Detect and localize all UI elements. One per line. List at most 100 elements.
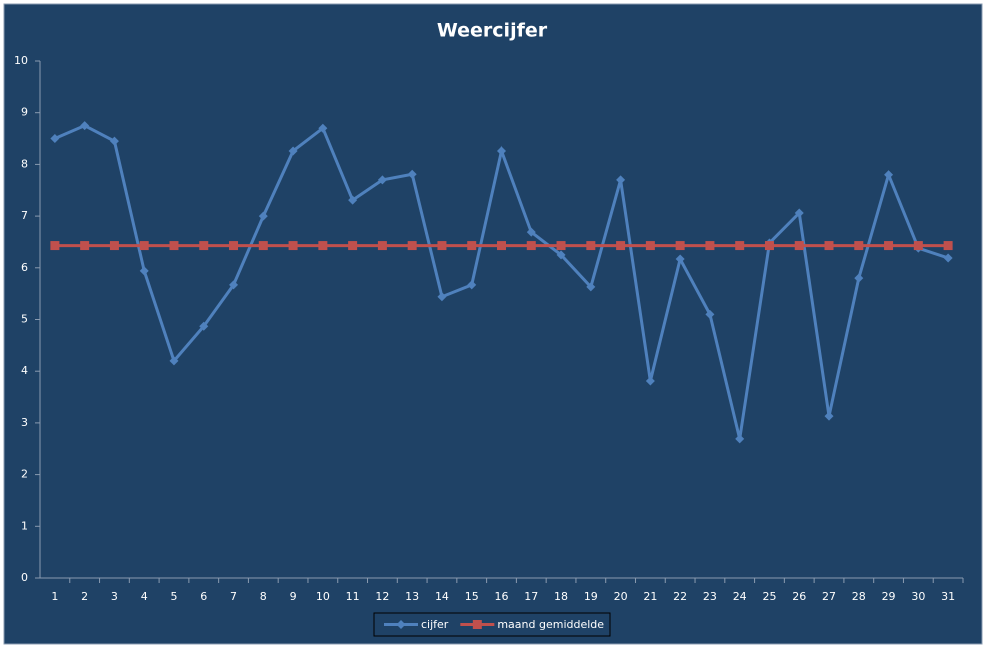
data-point (288, 146, 298, 156)
data-point (80, 241, 90, 251)
y-tick-label: 7 (21, 209, 28, 222)
x-tick-label: 4 (141, 590, 148, 603)
x-tick-label: 14 (435, 590, 449, 603)
legend-marker (396, 620, 406, 629)
data-point (288, 241, 298, 251)
data-point (884, 241, 894, 251)
legend-label: maand gemiddelde (497, 618, 604, 631)
data-point (497, 241, 506, 251)
data-point (377, 175, 387, 185)
data-point (139, 266, 149, 276)
data-point (318, 123, 328, 133)
y-tick-label: 9 (21, 106, 28, 119)
data-point (824, 241, 834, 251)
y-tick-label: 4 (21, 364, 28, 377)
data-point (258, 211, 268, 221)
data-point (526, 227, 536, 237)
chart-title: Weercijfer (437, 20, 548, 42)
x-tick-label: 15 (465, 590, 479, 603)
x-tick-label: 9 (290, 590, 297, 603)
data-point (437, 292, 447, 302)
data-point (645, 241, 655, 251)
data-point (735, 434, 745, 444)
data-point (943, 241, 953, 251)
x-tick-label: 17 (524, 590, 538, 603)
x-tick-label: 6 (200, 590, 207, 603)
chart-background (3, 3, 983, 645)
data-point (943, 253, 953, 263)
data-point (616, 241, 626, 251)
x-tick-label: 7 (230, 590, 237, 603)
x-tick-label: 24 (733, 590, 747, 603)
x-tick-label: 30 (911, 590, 925, 603)
data-point (169, 356, 179, 366)
data-point (913, 241, 923, 251)
y-tick-label: 1 (21, 519, 28, 532)
data-point (109, 136, 119, 146)
data-point (645, 376, 655, 386)
data-point (199, 321, 209, 331)
x-tick-label: 1 (51, 590, 58, 603)
y-tick-label: 3 (21, 416, 28, 429)
data-point (794, 208, 804, 218)
data-point (467, 280, 477, 290)
data-point (258, 241, 268, 251)
data-point (675, 254, 685, 264)
data-point (109, 241, 119, 251)
data-point (497, 146, 506, 156)
data-point (705, 241, 715, 251)
x-tick-label: 20 (614, 590, 628, 603)
x-tick-label: 13 (405, 590, 419, 603)
data-point (50, 241, 60, 251)
data-point (348, 241, 358, 251)
data-point (735, 241, 745, 251)
x-tick-label: 28 (852, 590, 866, 603)
x-tick-label: 12 (375, 590, 389, 603)
data-point (824, 411, 834, 421)
x-tick-label: 26 (792, 590, 806, 603)
x-tick-label: 31 (941, 590, 955, 603)
data-point (407, 169, 417, 179)
x-tick-label: 11 (346, 590, 360, 603)
data-point (675, 241, 685, 251)
legend-label: cijfer (421, 618, 449, 631)
data-point (854, 241, 864, 251)
data-point (437, 241, 447, 251)
data-point (884, 170, 894, 180)
y-tick-label: 8 (21, 157, 28, 170)
data-point (526, 241, 536, 251)
data-point (467, 241, 477, 251)
data-point (586, 282, 596, 292)
data-point (556, 241, 566, 251)
x-tick-label: 23 (703, 590, 717, 603)
x-tick-label: 16 (495, 590, 509, 603)
x-tick-label: 8 (260, 590, 267, 603)
data-point (229, 280, 239, 290)
data-point (377, 241, 387, 251)
y-tick-label: 2 (21, 468, 28, 481)
data-point (407, 241, 417, 251)
data-point (705, 309, 715, 319)
legend-marker (472, 620, 482, 629)
x-tick-label: 19 (584, 590, 598, 603)
x-tick-label: 10 (316, 590, 330, 603)
x-tick-label: 2 (81, 590, 88, 603)
x-tick-label: 29 (882, 590, 896, 603)
data-point (794, 241, 804, 251)
data-point (764, 241, 774, 251)
data-point (348, 195, 358, 205)
y-tick-label: 5 (21, 313, 28, 326)
x-tick-label: 3 (111, 590, 118, 603)
x-tick-label: 21 (643, 590, 657, 603)
y-tick-label: 0 (21, 571, 28, 584)
x-tick-label: 18 (554, 590, 568, 603)
data-point (556, 250, 566, 260)
legend-box (373, 612, 611, 637)
data-point (229, 241, 239, 251)
data-point (586, 241, 596, 251)
data-point (139, 241, 149, 251)
y-tick-label: 10 (14, 54, 28, 67)
y-tick-label: 6 (21, 261, 28, 274)
x-tick-label: 27 (822, 590, 836, 603)
